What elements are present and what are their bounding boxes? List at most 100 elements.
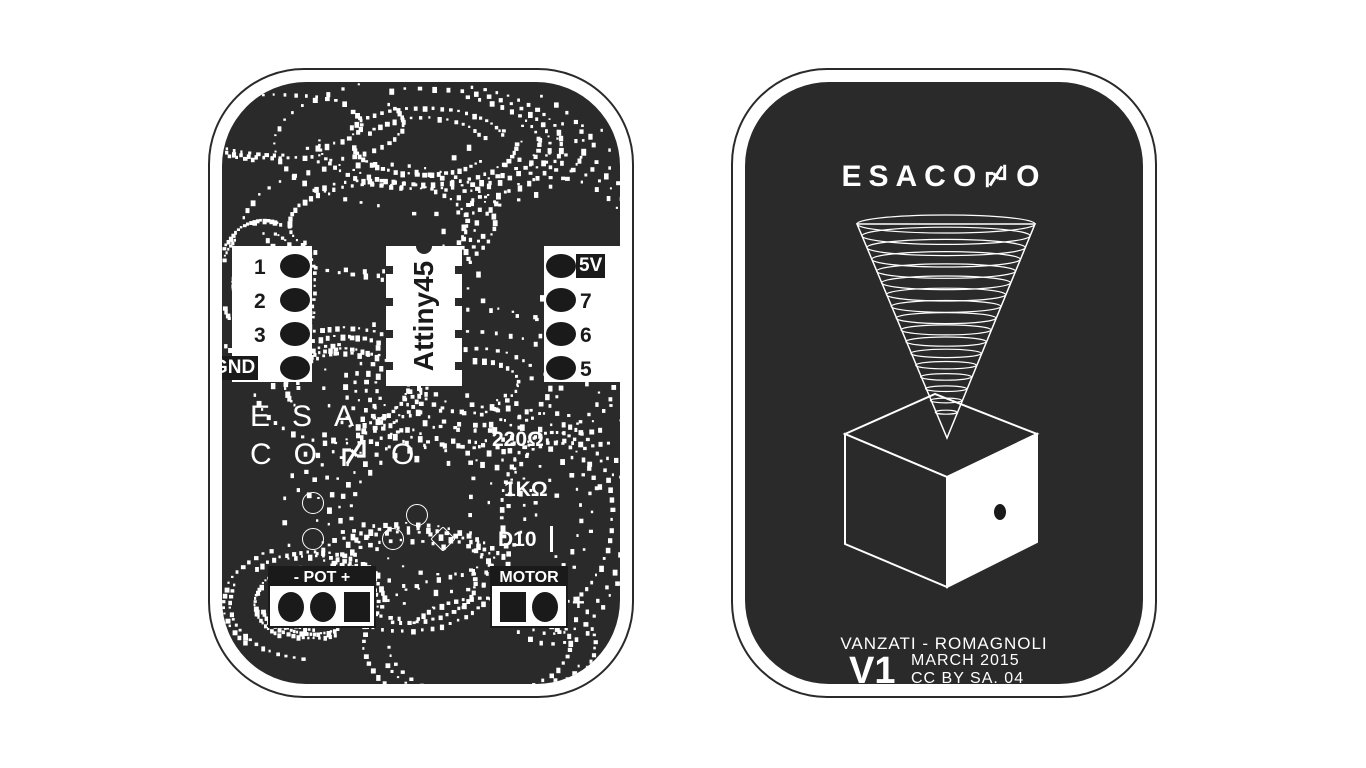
pattern-dot (398, 414, 401, 417)
pattern-dot (346, 463, 349, 467)
pattern-dot (608, 166, 611, 170)
pattern-dot (372, 524, 376, 528)
pattern-dot (380, 605, 385, 609)
pattern-dot (308, 196, 314, 202)
pattern-dot (565, 677, 570, 683)
pattern-dot (340, 530, 345, 534)
pattern-dot (328, 192, 331, 196)
pattern-dot (528, 111, 533, 118)
pattern-dot (598, 427, 603, 433)
pattern-dot (372, 425, 378, 431)
pattern-dot (442, 443, 447, 449)
pattern-dot (487, 451, 492, 455)
pattern-dot (521, 337, 524, 340)
pattern-dot (590, 627, 594, 631)
pattern-dot (288, 216, 293, 222)
pattern-dot (478, 445, 481, 449)
pattern-dot (306, 550, 309, 554)
pattern-dot (348, 334, 351, 339)
pattern-dot (486, 239, 491, 244)
pattern-dot (357, 154, 362, 160)
pattern-dot (439, 442, 445, 447)
pattern-dot (497, 307, 500, 310)
pattern-dot (261, 621, 264, 625)
pattern-dot (490, 563, 494, 567)
pattern-dot (227, 316, 231, 320)
pattern-dot (369, 162, 374, 168)
pattern-dot (259, 584, 264, 591)
pattern-dot (548, 404, 552, 408)
pattern-dot (466, 307, 470, 312)
pattern-dot (374, 611, 378, 617)
pattern-dot (354, 537, 359, 543)
pattern-dot (514, 146, 519, 151)
pattern-dot (480, 233, 486, 239)
pattern-dot (395, 593, 398, 597)
pattern-dot (527, 440, 530, 443)
pattern-dot (472, 446, 476, 450)
pattern-dot (568, 424, 573, 430)
pattern-dot (438, 615, 443, 621)
pattern-dot (323, 190, 327, 193)
pattern-dot (361, 157, 366, 163)
pattern-dot (456, 427, 460, 432)
pattern-dot (611, 385, 617, 390)
pattern-dot (383, 404, 386, 407)
pattern-dot (535, 117, 539, 121)
pattern-dot (324, 368, 327, 371)
pattern-dot (374, 452, 379, 457)
pattern-dot (337, 343, 341, 347)
pattern-dot (272, 557, 277, 563)
pattern-dot (501, 133, 505, 137)
pattern-dot (273, 142, 276, 145)
pattern-dot (440, 186, 444, 190)
pattern-dot (603, 468, 607, 473)
pattern-dot (608, 538, 613, 544)
pattern-dot (233, 238, 236, 242)
pattern-dot (441, 419, 447, 424)
pattern-dot (593, 640, 598, 645)
pattern-dot (375, 594, 378, 597)
pattern-dot (225, 147, 229, 150)
pattern-dot (490, 546, 495, 551)
pattern-dot (222, 600, 226, 604)
pattern-dot (450, 170, 455, 175)
pattern-dot (376, 599, 381, 604)
pattern-dot (259, 618, 263, 623)
pattern-dot (370, 668, 376, 674)
pattern-dot (575, 162, 578, 166)
pattern-dot (376, 605, 379, 608)
pattern-dot (296, 488, 300, 493)
pattern-dot (336, 477, 339, 480)
pattern-dot (312, 636, 315, 640)
pattern-dot (567, 434, 571, 438)
pattern-dot (555, 395, 559, 399)
pattern-dot (426, 527, 431, 534)
pattern-dot (327, 543, 331, 547)
pattern-dot (449, 180, 455, 187)
pattern-dot (499, 507, 505, 513)
pattern-dot (359, 451, 362, 454)
pattern-dot (256, 400, 262, 408)
pattern-dot (527, 180, 532, 187)
pattern-dot (388, 616, 393, 620)
pattern-dot (461, 411, 467, 416)
pattern-dot (498, 98, 503, 103)
pattern-dot (231, 618, 235, 621)
pattern-dot (568, 640, 574, 647)
pattern-dot (320, 328, 325, 333)
pattern-dot (538, 333, 543, 339)
pattern-dot (432, 606, 436, 610)
pattern-dot (313, 352, 317, 357)
pattern-dot (440, 107, 445, 112)
pattern-dot (532, 154, 535, 156)
pattern-dot (538, 401, 544, 407)
pattern-dot (414, 399, 419, 405)
pattern-dot (365, 350, 370, 356)
pattern-dot (488, 597, 491, 601)
pattern-dot (287, 242, 292, 248)
pattern-dot (471, 569, 475, 574)
pattern-dot (457, 540, 461, 544)
pattern-dot (392, 119, 397, 126)
pattern-dot (261, 582, 264, 584)
